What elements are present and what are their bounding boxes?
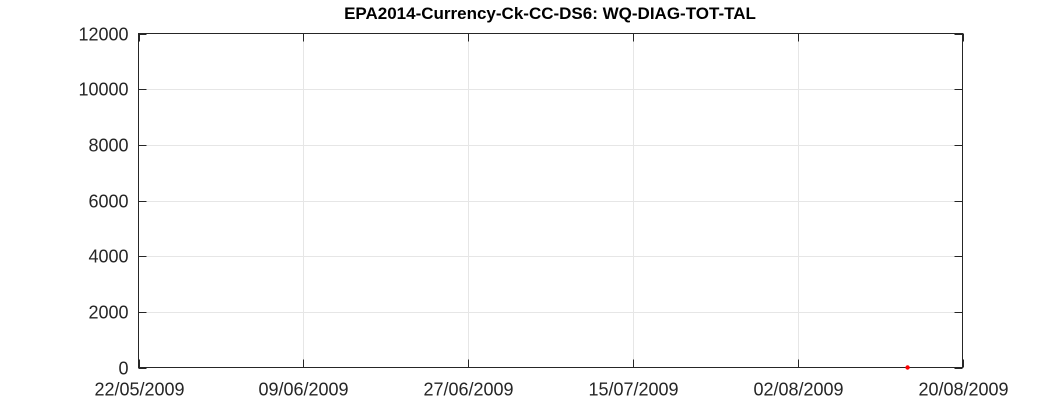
tick-labels: 22/05/2009 09/06/2009 27/06/2009 15/07/2009…: [78, 25, 1008, 400]
plot-frame: [138, 33, 963, 368]
y-tick-label: 2000: [88, 303, 128, 323]
data-points: [905, 365, 910, 370]
grid-lines: [138, 33, 963, 368]
y-tick-label: 10000: [78, 80, 128, 100]
x-tick-label: 22/05/2009: [94, 380, 184, 400]
data-point: [905, 365, 910, 370]
x-tick-label: 02/08/2009: [753, 380, 843, 400]
x-tick-label: 27/06/2009: [423, 380, 513, 400]
x-tick-label: 15/07/2009: [588, 380, 678, 400]
y-tick-label: 8000: [88, 136, 128, 156]
y-tick-label: 6000: [88, 192, 128, 212]
y-tick-label: 4000: [88, 247, 128, 267]
axis-ticks: [138, 33, 964, 369]
chart-title: EPA2014-Currency-Ck-CC-DS6: WQ-DIAG-TOT-…: [344, 4, 756, 23]
x-tick-label: 09/06/2009: [258, 380, 348, 400]
x-tick-label: 20/08/2009: [918, 380, 1008, 400]
y-tick-label: 12000: [78, 25, 128, 45]
y-tick-label: 0: [118, 359, 128, 379]
